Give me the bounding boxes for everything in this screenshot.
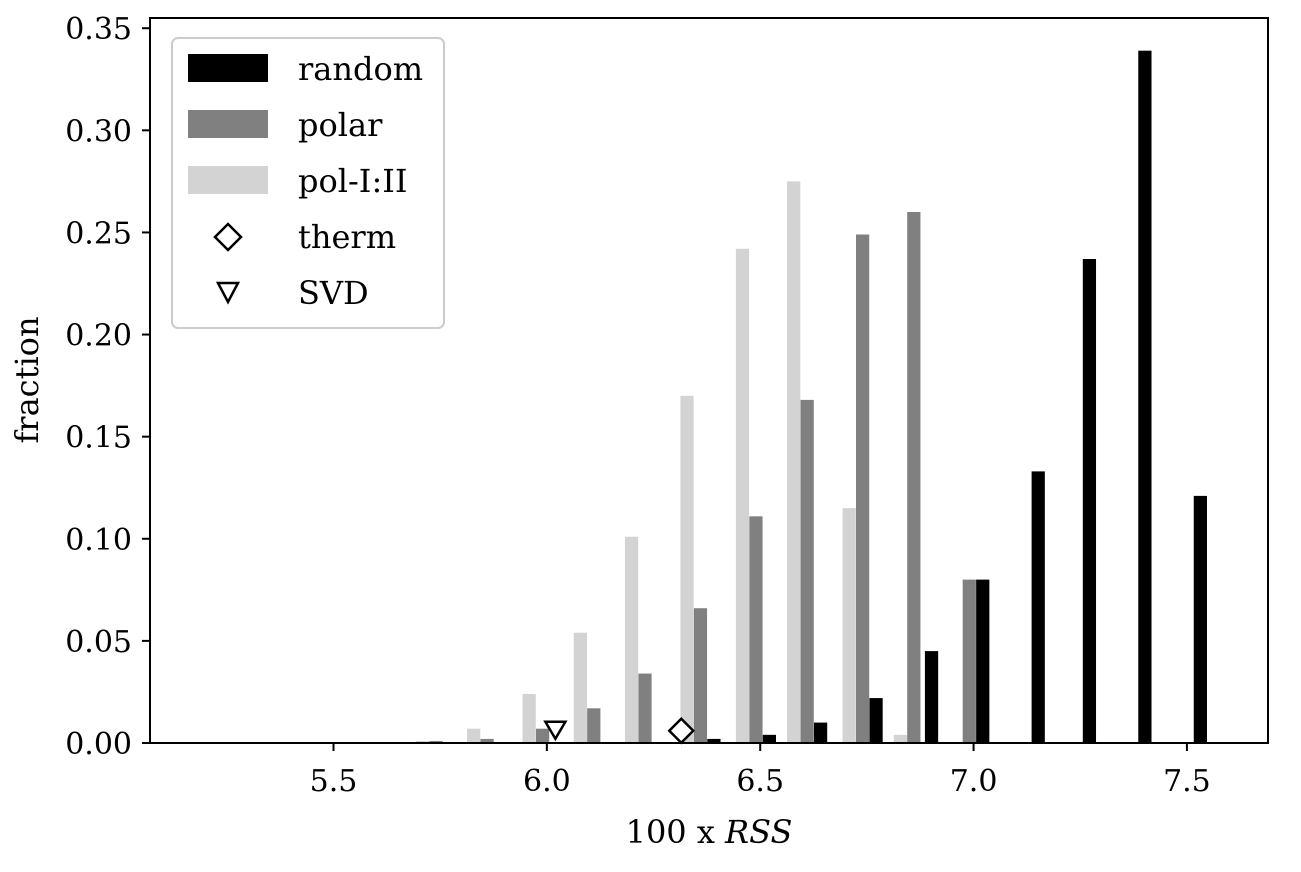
legend-label-pol-i-ii: pol-I:II	[298, 162, 408, 200]
bar-polar	[749, 516, 763, 743]
legend: random polar pol-I:II therm SVD	[171, 37, 445, 329]
bar-polar	[907, 212, 921, 743]
bar-polar	[535, 728, 550, 743]
x-axis-label-variable: RSS	[724, 813, 792, 851]
bar-random	[1031, 471, 1045, 743]
y-tick-label: 0.30	[65, 114, 132, 149]
x-axis-ticks: 5.5 6.0 6.5 7.0 7.5	[310, 743, 1211, 799]
bar-polar	[638, 673, 652, 743]
legend-swatch-pol-i-ii	[188, 166, 268, 194]
x-axis-label-prefix: 100 x	[626, 813, 725, 851]
bar-pol-i-ii	[680, 395, 694, 743]
x-tick-label: 7.0	[950, 764, 998, 799]
bar-pol-i-ii	[573, 632, 587, 743]
markers-layer	[543, 716, 696, 745]
y-axis-ticks: 0.00 0.05 0.10 0.15 0.20 0.25 0.30 0.35	[65, 12, 150, 762]
bar-pol-i-ii	[842, 508, 856, 743]
bar-random	[762, 734, 776, 743]
bar-random	[1138, 50, 1152, 744]
bar-pol-i-ii	[735, 248, 750, 743]
y-axis-label: fraction	[8, 316, 46, 443]
legend-label-therm: therm	[298, 218, 396, 256]
legend-swatch-random	[188, 54, 268, 82]
bar-random	[707, 738, 721, 743]
bar-pol-i-ii	[415, 740, 430, 743]
bar-random	[813, 722, 828, 743]
bar-polar	[587, 708, 601, 743]
y-tick-label: 0.35	[65, 12, 132, 47]
bar-pol-i-ii	[893, 734, 907, 743]
x-axis-label: 100 x RSS	[626, 813, 793, 851]
y-tick-label: 0.00	[65, 727, 132, 762]
x-tick-label: 7.5	[1163, 764, 1211, 799]
marker-svd	[543, 720, 568, 742]
bar-polar	[962, 579, 976, 743]
y-tick-label: 0.15	[65, 421, 132, 456]
legend-label-polar: polar	[298, 106, 383, 144]
y-tick-label: 0.20	[65, 319, 132, 354]
bar-random	[1193, 495, 1207, 743]
bar-polar	[856, 234, 870, 744]
legend-label-random: random	[298, 50, 423, 88]
y-tick-label: 0.05	[65, 625, 132, 660]
legend-label-svd: SVD	[298, 274, 369, 312]
bar-polar	[800, 399, 814, 743]
bar-polar	[693, 608, 708, 743]
bar-pol-i-ii	[467, 728, 481, 743]
bars-layer	[415, 50, 1207, 744]
diamond-icon	[213, 222, 243, 252]
bar-pol-i-ii	[787, 181, 801, 743]
y-tick-label: 0.10	[65, 523, 132, 558]
bar-pol-i-ii	[522, 693, 536, 743]
bar-random	[924, 651, 939, 743]
bar-pol-i-ii	[624, 536, 639, 743]
y-tick-label: 0.25	[65, 216, 132, 251]
triangle-down-icon	[215, 281, 241, 305]
plot-frame	[149, 17, 1269, 744]
x-tick-label: 5.5	[310, 764, 358, 799]
bar-random	[869, 698, 883, 743]
bar-random	[976, 579, 990, 743]
x-tick-label: 6.5	[736, 764, 784, 799]
bar-random	[1082, 258, 1097, 743]
legend-swatch-polar	[188, 110, 268, 138]
x-tick-label: 6.0	[523, 764, 571, 799]
bar-polar	[429, 740, 443, 743]
bar-polar	[480, 738, 494, 743]
